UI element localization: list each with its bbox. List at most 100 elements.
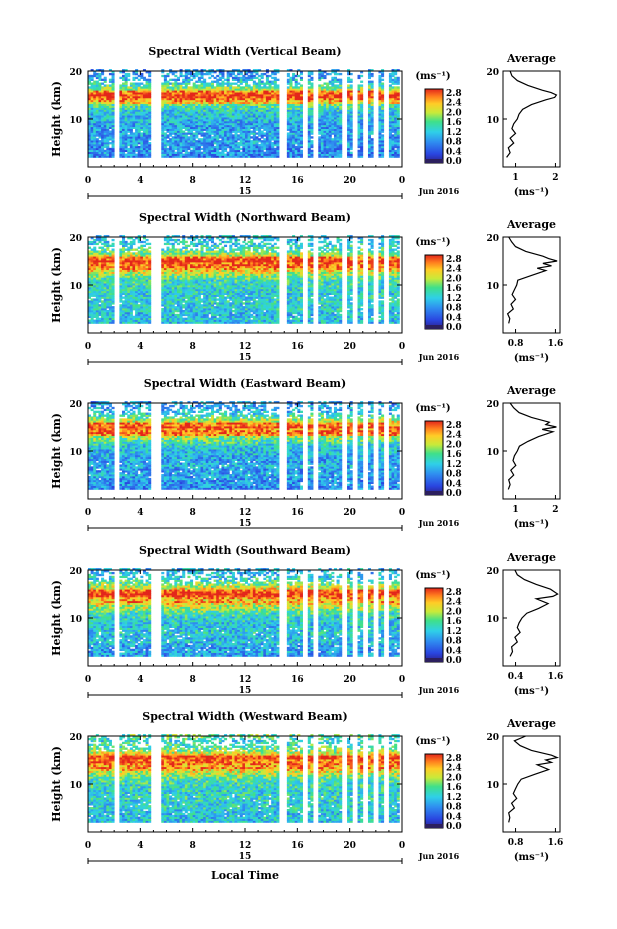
heatmap-cell [98,107,102,110]
heatmap-cell [124,115,128,118]
heatmap-cell [255,84,259,87]
heatmap-cell [195,86,199,89]
heatmap-cell [239,126,243,129]
heatmap-cell [103,115,107,118]
heatmap-cell [229,124,233,128]
heatmap-cell [255,111,259,114]
heatmap-cell [101,155,105,158]
heatmap-cell [163,109,167,112]
heatmap-cell [234,130,238,133]
heatmap-cell [255,122,259,126]
heatmap-cell [137,90,141,93]
heatmap-cell [88,92,92,95]
heatmap-cell [255,126,259,129]
heatmap-cell [213,132,217,135]
heatmap-cell [119,113,123,116]
heatmap-cell [106,143,110,147]
heatmap-cell [148,149,152,153]
heatmap-cell [174,97,178,101]
heatmap-cell [95,107,99,110]
heatmap-cell [213,86,217,89]
heatmap-cell [239,143,243,147]
heatmap-cell [161,132,165,135]
heatmap-cell [161,99,165,103]
heatmap-cell [208,109,212,112]
heatmap-cell [127,95,131,99]
heatmap-cell [145,94,149,97]
profile-x-tick-label: 1 [512,173,518,183]
heatmap-cell [218,130,222,133]
heatmap-cell [245,134,249,137]
heatmap-cell [122,92,126,95]
heatmap-cell [135,76,139,80]
heatmap-cell [247,84,251,87]
heatmap-cell [171,99,175,103]
heatmap-cell [216,113,220,116]
heatmap-cell [229,115,233,118]
heatmap-cell [200,140,204,143]
heatmap-cell [106,149,110,153]
heatmap-cell [231,99,235,103]
heatmap-cell [242,155,246,158]
heatmap-cell [231,101,235,105]
heatmap-cell [169,82,173,85]
heatmap-cell [187,82,191,85]
heatmap-cell [174,74,178,78]
heatmap-cell [90,69,94,72]
heatmap-cell [179,101,183,105]
heatmap-cell [271,142,275,145]
heatmap-cell [140,117,144,120]
heatmap-cell [200,103,204,106]
heatmap-cell [252,92,256,95]
heatmap-cell [239,128,243,131]
heatmap-cell [237,99,241,103]
heatmap-cell [234,117,238,120]
heatmap-cell [137,82,141,85]
heatmap-cell [108,149,112,153]
heatmap-cell [218,78,222,81]
heatmap-cell [203,107,207,110]
heatmap-cell [224,113,228,116]
heatmap-cell [234,76,238,80]
heatmap-cell [122,147,126,151]
heatmap-cell [237,119,241,122]
heatmap-cell [142,88,146,91]
heatmap-cell [101,242,105,246]
heatmap-cell [250,132,254,135]
heatmap-cell [140,136,144,139]
heatmap-cell [148,86,152,89]
heatmap-cell [328,72,332,76]
heatmap-cell [135,138,139,141]
heatmap-cell [187,109,191,112]
heatmap-cell [195,134,199,137]
x-tick-label: 16 [291,176,304,186]
heatmap-cell [224,107,228,110]
heatmap-cell [122,155,126,158]
heatmap-cell [88,151,92,154]
heatmap-cell [88,82,92,85]
heatmap-cell [234,95,238,99]
heatmap-cell [255,99,259,103]
heatmap-cell [213,124,217,128]
heatmap-cell [93,132,97,135]
heatmap-cell [163,124,167,128]
heatmap-cell [140,74,144,78]
heatmap-cell [226,74,230,78]
heatmap-cell [140,145,144,149]
heatmap-cell [234,145,238,149]
heatmap-cell [197,122,201,126]
heatmap-cell [132,107,136,110]
heatmap-cell [242,103,246,106]
heatmap-cell [108,151,112,154]
heatmap-cell [111,143,115,147]
heatmap-cell [260,140,264,143]
heatmap-cell [200,124,204,128]
heatmap-cell [263,72,267,76]
heatmap-cell [166,120,170,124]
heatmap-cell [108,95,112,99]
heatmap-cell [176,86,180,89]
heatmap-cell [218,119,222,122]
heatmap-cell [239,78,243,81]
heatmap-cell [169,147,173,151]
heatmap-cell [245,105,249,108]
